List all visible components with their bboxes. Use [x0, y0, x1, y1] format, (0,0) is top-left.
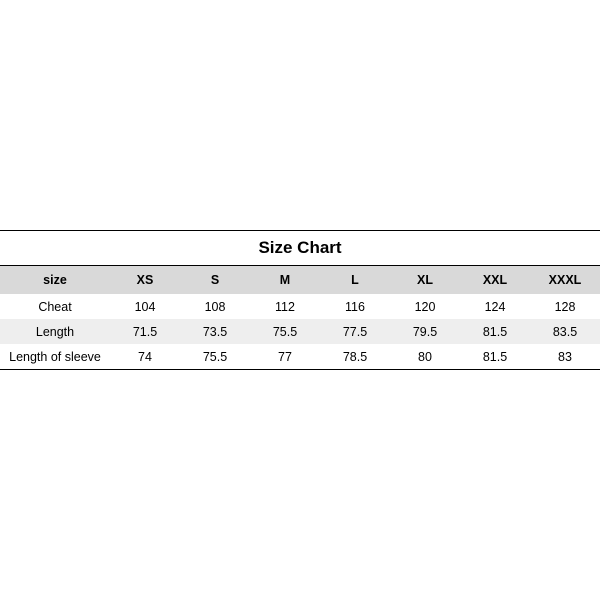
size-chart-container: Size Chart size XS S M L XL XXL XXXL Che… — [0, 230, 600, 370]
size-col-2: M — [250, 266, 320, 295]
header-label: size — [0, 266, 110, 295]
row-length: Length 71.5 73.5 75.5 77.5 79.5 81.5 83.… — [0, 319, 600, 344]
cell: 81.5 — [460, 319, 530, 344]
cell: 83 — [530, 344, 600, 370]
size-chart-table: Size Chart size XS S M L XL XXL XXXL Che… — [0, 230, 600, 370]
size-col-4: XL — [390, 266, 460, 295]
cell: 77.5 — [320, 319, 390, 344]
cell: 80 — [390, 344, 460, 370]
cell: 74 — [110, 344, 180, 370]
cell: 104 — [110, 294, 180, 319]
page: Size Chart size XS S M L XL XXL XXXL Che… — [0, 0, 600, 600]
cell: 116 — [320, 294, 390, 319]
cell: 83.5 — [530, 319, 600, 344]
row-label: Length of sleeve — [0, 344, 110, 370]
size-col-1: S — [180, 266, 250, 295]
row-label: Length — [0, 319, 110, 344]
size-col-0: XS — [110, 266, 180, 295]
cell: 128 — [530, 294, 600, 319]
cell: 77 — [250, 344, 320, 370]
chart-title: Size Chart — [0, 231, 600, 266]
title-row: Size Chart — [0, 231, 600, 266]
cell: 112 — [250, 294, 320, 319]
cell: 75.5 — [250, 319, 320, 344]
cell: 73.5 — [180, 319, 250, 344]
cell: 108 — [180, 294, 250, 319]
cell: 79.5 — [390, 319, 460, 344]
cell: 81.5 — [460, 344, 530, 370]
cell: 120 — [390, 294, 460, 319]
cell: 75.5 — [180, 344, 250, 370]
cell: 124 — [460, 294, 530, 319]
cell: 78.5 — [320, 344, 390, 370]
size-col-3: L — [320, 266, 390, 295]
row-label: Cheat — [0, 294, 110, 319]
header-row: size XS S M L XL XXL XXXL — [0, 266, 600, 295]
row-sleeve: Length of sleeve 74 75.5 77 78.5 80 81.5… — [0, 344, 600, 370]
size-col-5: XXL — [460, 266, 530, 295]
row-cheat: Cheat 104 108 112 116 120 124 128 — [0, 294, 600, 319]
cell: 71.5 — [110, 319, 180, 344]
size-col-6: XXXL — [530, 266, 600, 295]
